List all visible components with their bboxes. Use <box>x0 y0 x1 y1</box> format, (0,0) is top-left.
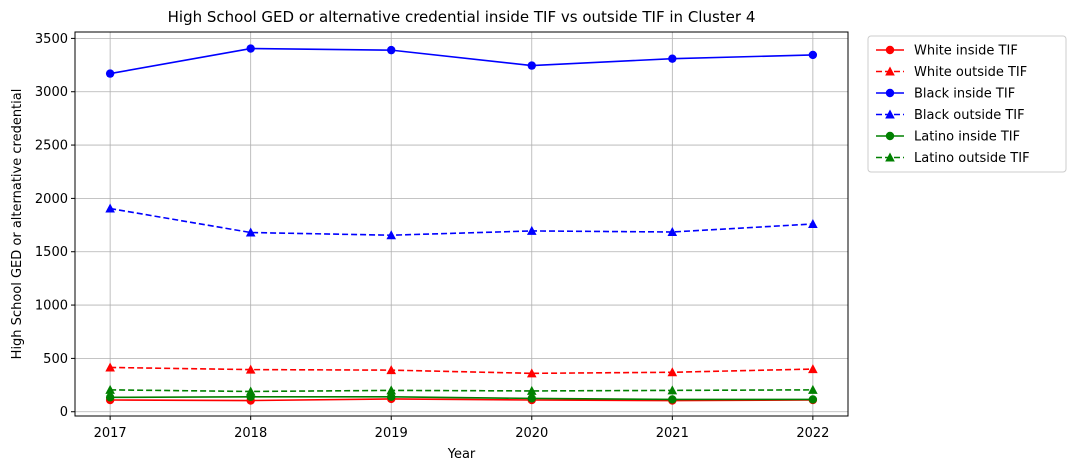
series-line <box>110 398 813 402</box>
x-axis-label: Year <box>447 447 476 462</box>
x-axis-ticks: 2017 2018 2019 2020 2021 2022 <box>94 416 829 441</box>
data-point <box>808 364 818 374</box>
y-tick-label: 0 <box>60 405 68 420</box>
y-tick-label: 2000 <box>35 192 68 207</box>
y-tick-label: 500 <box>43 352 68 367</box>
legend-item: Latino outside TIF <box>876 151 1030 166</box>
legend-item: Black outside TIF <box>876 108 1025 123</box>
series-line <box>110 207 813 237</box>
series-line <box>110 395 813 401</box>
data-point <box>668 54 677 63</box>
data-point <box>387 392 396 401</box>
data-point <box>526 368 537 378</box>
series-line <box>110 366 813 375</box>
y-tick-label: 3000 <box>35 85 68 100</box>
legend-label: White inside TIF <box>914 44 1018 59</box>
data-point <box>808 384 818 394</box>
x-tick-label: 2019 <box>375 426 408 441</box>
chart-title: High School GED or alternative credentia… <box>168 8 756 26</box>
series-1 <box>105 362 818 378</box>
legend: White inside TIF White outside TIF Black i… <box>867 35 1067 173</box>
data-point <box>808 219 818 228</box>
series-line <box>110 389 813 393</box>
x-tick-label: 2017 <box>94 426 127 441</box>
legend-item: Black inside TIF <box>876 87 1015 102</box>
data-point <box>386 230 397 240</box>
x-tick-label: 2020 <box>515 426 548 441</box>
data-point <box>386 385 397 395</box>
data-point <box>105 384 115 394</box>
legend-marker <box>885 152 895 162</box>
data-point <box>667 227 678 236</box>
x-tick-label: 2021 <box>656 426 689 441</box>
grid-lines <box>75 32 848 416</box>
data-point <box>667 385 678 395</box>
plot-frame <box>74 31 849 417</box>
x-tick-label: 2022 <box>796 426 829 441</box>
series-layer <box>105 44 818 405</box>
legend-marker <box>885 45 895 55</box>
y-axis-ticks: 0 500 1000 1500 2000 2500 3000 3500 <box>35 32 75 420</box>
legend-marker <box>885 131 895 141</box>
legend-marker <box>885 88 895 98</box>
x-tick-label: 2018 <box>234 426 267 441</box>
data-point <box>668 395 677 404</box>
series-5 <box>105 384 818 396</box>
data-point <box>246 44 255 53</box>
data-point <box>245 386 256 396</box>
data-point <box>808 395 818 404</box>
legend-item: White inside TIF <box>876 44 1018 59</box>
data-point <box>527 61 536 70</box>
legend-label: Black outside TIF <box>914 108 1025 123</box>
data-point <box>245 364 256 374</box>
legend-item: White outside TIF <box>876 65 1027 80</box>
y-tick-label: 1000 <box>35 299 68 314</box>
data-point <box>105 362 115 372</box>
data-point <box>105 69 115 78</box>
data-point <box>105 393 115 402</box>
data-point <box>526 385 537 395</box>
series-line <box>109 47 813 75</box>
legend-marker <box>885 66 895 76</box>
data-point <box>245 227 256 237</box>
series-3 <box>105 203 818 240</box>
data-point <box>667 367 678 377</box>
y-tick-label: 1500 <box>35 245 68 260</box>
data-point <box>105 203 115 213</box>
legend-label: Black inside TIF <box>914 87 1015 102</box>
data-point <box>387 45 396 55</box>
legend-label: Latino outside TIF <box>914 151 1030 166</box>
series-2 <box>105 44 818 78</box>
legend-label: White outside TIF <box>914 65 1027 80</box>
series-4 <box>105 392 818 404</box>
data-point <box>527 394 536 403</box>
y-tick-label: 3500 <box>35 32 68 47</box>
data-point <box>386 365 397 375</box>
y-tick-label: 2500 <box>35 139 68 154</box>
data-point <box>808 50 818 60</box>
legend-frame <box>867 35 1067 173</box>
y-axis-label: High School GED or alternative credentia… <box>10 89 25 360</box>
legend-marker <box>885 109 895 119</box>
legend-item: Latino inside TIF <box>876 130 1020 145</box>
data-point <box>526 225 537 235</box>
legend-label: Latino inside TIF <box>914 130 1020 145</box>
